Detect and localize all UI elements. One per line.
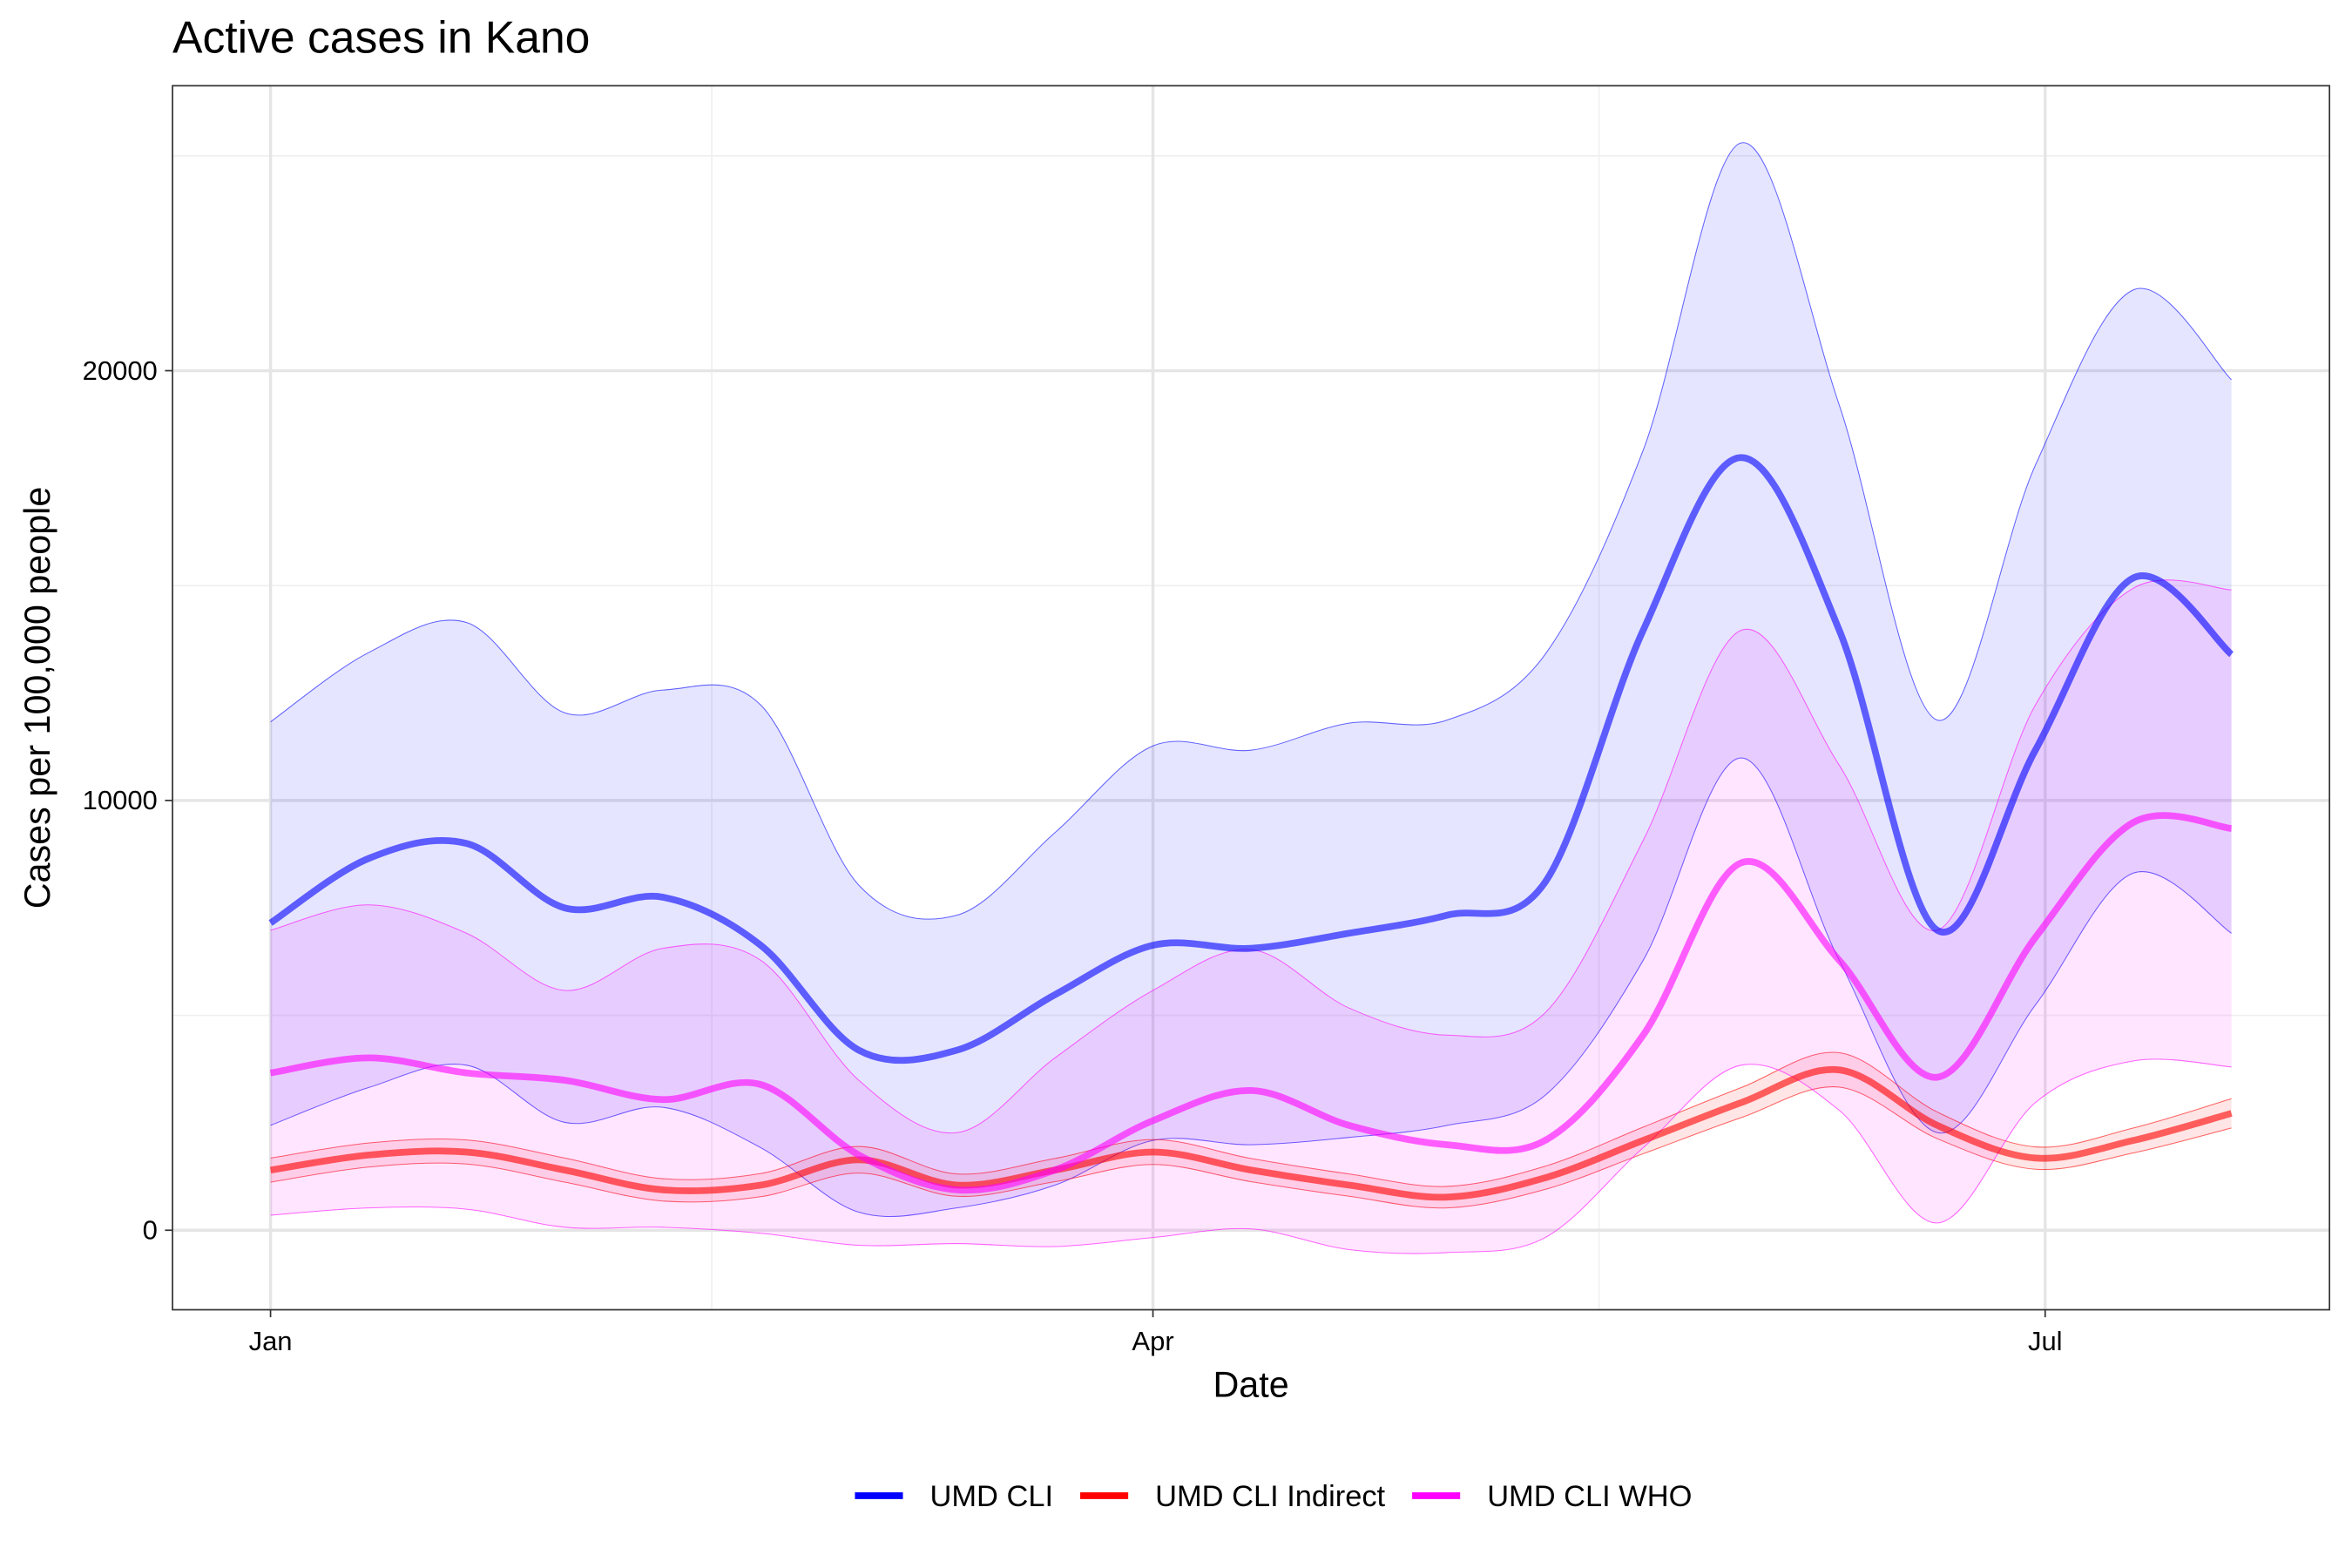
y-tick-label: 20000: [83, 355, 158, 386]
plot-border: [172, 84, 2331, 1311]
y-tick-label: 10000: [83, 785, 158, 815]
x-tick-label: Jan: [249, 1326, 293, 1356]
axes: 0 10000 20000 Jan Apr Jul: [83, 355, 2063, 1356]
lines: [268, 454, 2234, 1201]
band-lower-edge: [270, 1058, 2232, 1254]
legend-item: UMD CLI Indirect: [1080, 1480, 1386, 1513]
grid: [172, 85, 2330, 1310]
legend-label: UMD CLI Indirect: [1155, 1480, 1385, 1513]
y-axis-title: Cases per 100,000 people: [17, 487, 57, 909]
series-line: [269, 1065, 2233, 1201]
x-tick-label: Apr: [1132, 1326, 1173, 1356]
series-line: [269, 812, 2233, 1194]
y-tick-label: 0: [143, 1215, 158, 1246]
series-line: [268, 454, 2234, 1064]
confidence-band: [270, 1052, 2232, 1208]
legend-label: UMD CLI WHO: [1487, 1480, 1692, 1513]
band-lower-edge: [270, 1086, 2232, 1209]
legend: UMD CLI UMD CLI Indirect UMD CLI WHO: [855, 1480, 1692, 1513]
band-upper-edge: [270, 142, 2232, 920]
legend-label: UMD CLI: [930, 1480, 1054, 1513]
band-lower-edge: [270, 757, 2232, 1217]
x-tick-label: Jul: [2028, 1326, 2063, 1356]
band-upper-edge: [270, 1051, 2232, 1187]
legend-item: UMD CLI: [855, 1480, 1053, 1513]
legend-item: UMD CLI WHO: [1412, 1480, 1692, 1513]
x-axis-title: Date: [1213, 1364, 1288, 1404]
chart-title: Active cases in Kano: [172, 12, 590, 63]
